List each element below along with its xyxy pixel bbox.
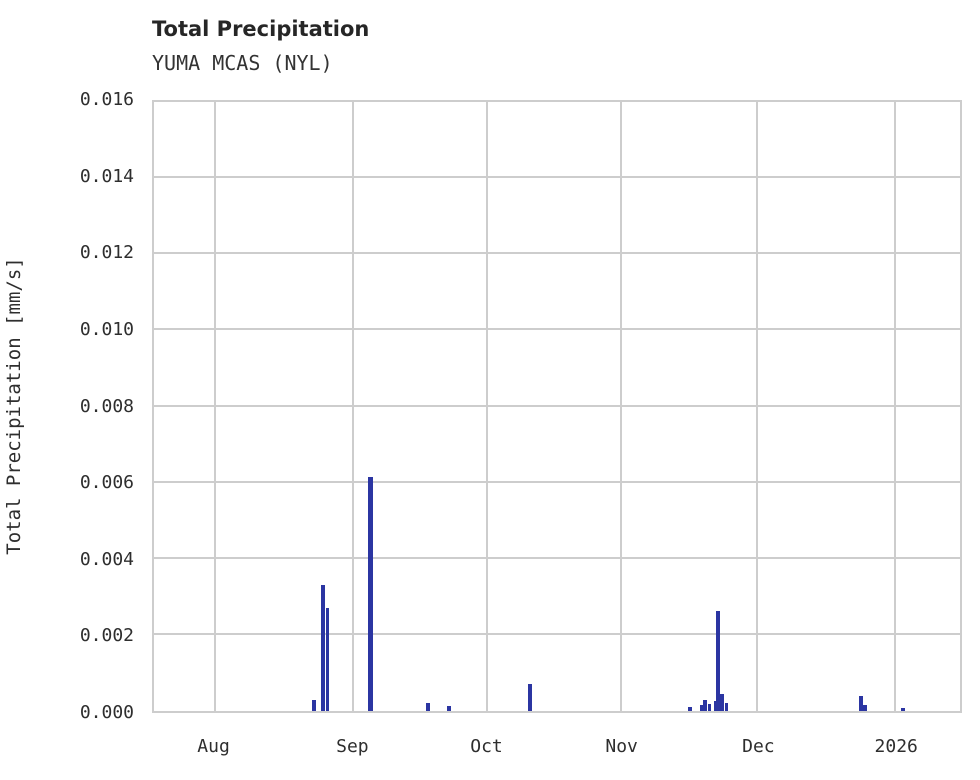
precipitation-bar-2025-09-22 <box>447 706 451 711</box>
precipitation-bar-2025-11-16 <box>687 707 692 711</box>
precipitation-bar-2026-01-01 <box>901 707 905 711</box>
y-tick-0.002: 0.002 <box>79 625 134 647</box>
x-tick-Sep: Sep <box>336 736 369 757</box>
x-tick-Dec: Dec <box>742 736 775 757</box>
precipitation-bar-2025-08-23 <box>311 700 316 711</box>
plot-area <box>152 100 962 713</box>
precipitation-bar-2025-09-17 <box>426 703 431 711</box>
x-tick-Oct: Oct <box>470 736 503 757</box>
precipitation-bar-2025-11-19 <box>700 705 704 711</box>
h-gridline-0.014 <box>154 176 960 179</box>
h-gridline-0.010 <box>154 328 960 331</box>
y-tick-0.004: 0.004 <box>79 548 134 570</box>
y-tick-0.000: 0.000 <box>79 702 134 723</box>
h-gridline-0.006 <box>154 480 960 483</box>
h-gridline-0.012 <box>154 252 960 255</box>
precipitation-bar-2025-11-21 <box>713 701 717 711</box>
y-tick-0.006: 0.006 <box>79 472 134 494</box>
v-gridline-Aug <box>214 102 217 711</box>
h-gridline-0.004 <box>154 556 960 559</box>
v-gridline-Oct <box>485 102 488 711</box>
v-gridline-Sep <box>352 102 355 711</box>
precipitation-bar-2025-11-24 <box>724 703 728 711</box>
x-tick-Aug: Aug <box>197 736 230 757</box>
precipitation-bar-2025-12-23 <box>858 695 863 711</box>
precipitation-bar-2025-08-26 <box>325 607 329 711</box>
precipitation-bar-2025-12-24 <box>863 705 868 711</box>
h-gridline-0.002 <box>154 632 960 635</box>
precipitation-bar-2025-09-05 <box>367 477 373 711</box>
precipitation-bar-2025-11-22 <box>716 611 720 711</box>
y-tick-0.010: 0.010 <box>79 318 134 340</box>
x-tick-Nov: Nov <box>605 736 638 757</box>
y-tick-0.014: 0.014 <box>79 165 134 187</box>
precipitation-bar-2025-11-23 <box>719 693 724 711</box>
precipitation-bar-2025-11-20 <box>707 704 711 711</box>
y-tick-0.008: 0.008 <box>79 395 134 417</box>
precipitation-bar-2025-11-19 <box>702 699 707 711</box>
x-tick-2026: 2026 <box>874 736 918 757</box>
precipitation-bar-2025-10-10 <box>528 684 532 711</box>
precipitation-bar-2025-08-25 <box>320 584 325 711</box>
v-gridline-Dec <box>756 102 759 711</box>
v-gridline-2026 <box>893 102 896 711</box>
v-gridline-Nov <box>620 102 623 711</box>
y-tick-0.016: 0.016 <box>79 89 134 110</box>
chart-title: Total Precipitation <box>152 17 370 41</box>
chart-subtitle: YUMA MCAS (NYL) <box>152 51 333 75</box>
y-tick-0.012: 0.012 <box>79 242 134 264</box>
h-gridline-0.008 <box>154 404 960 407</box>
